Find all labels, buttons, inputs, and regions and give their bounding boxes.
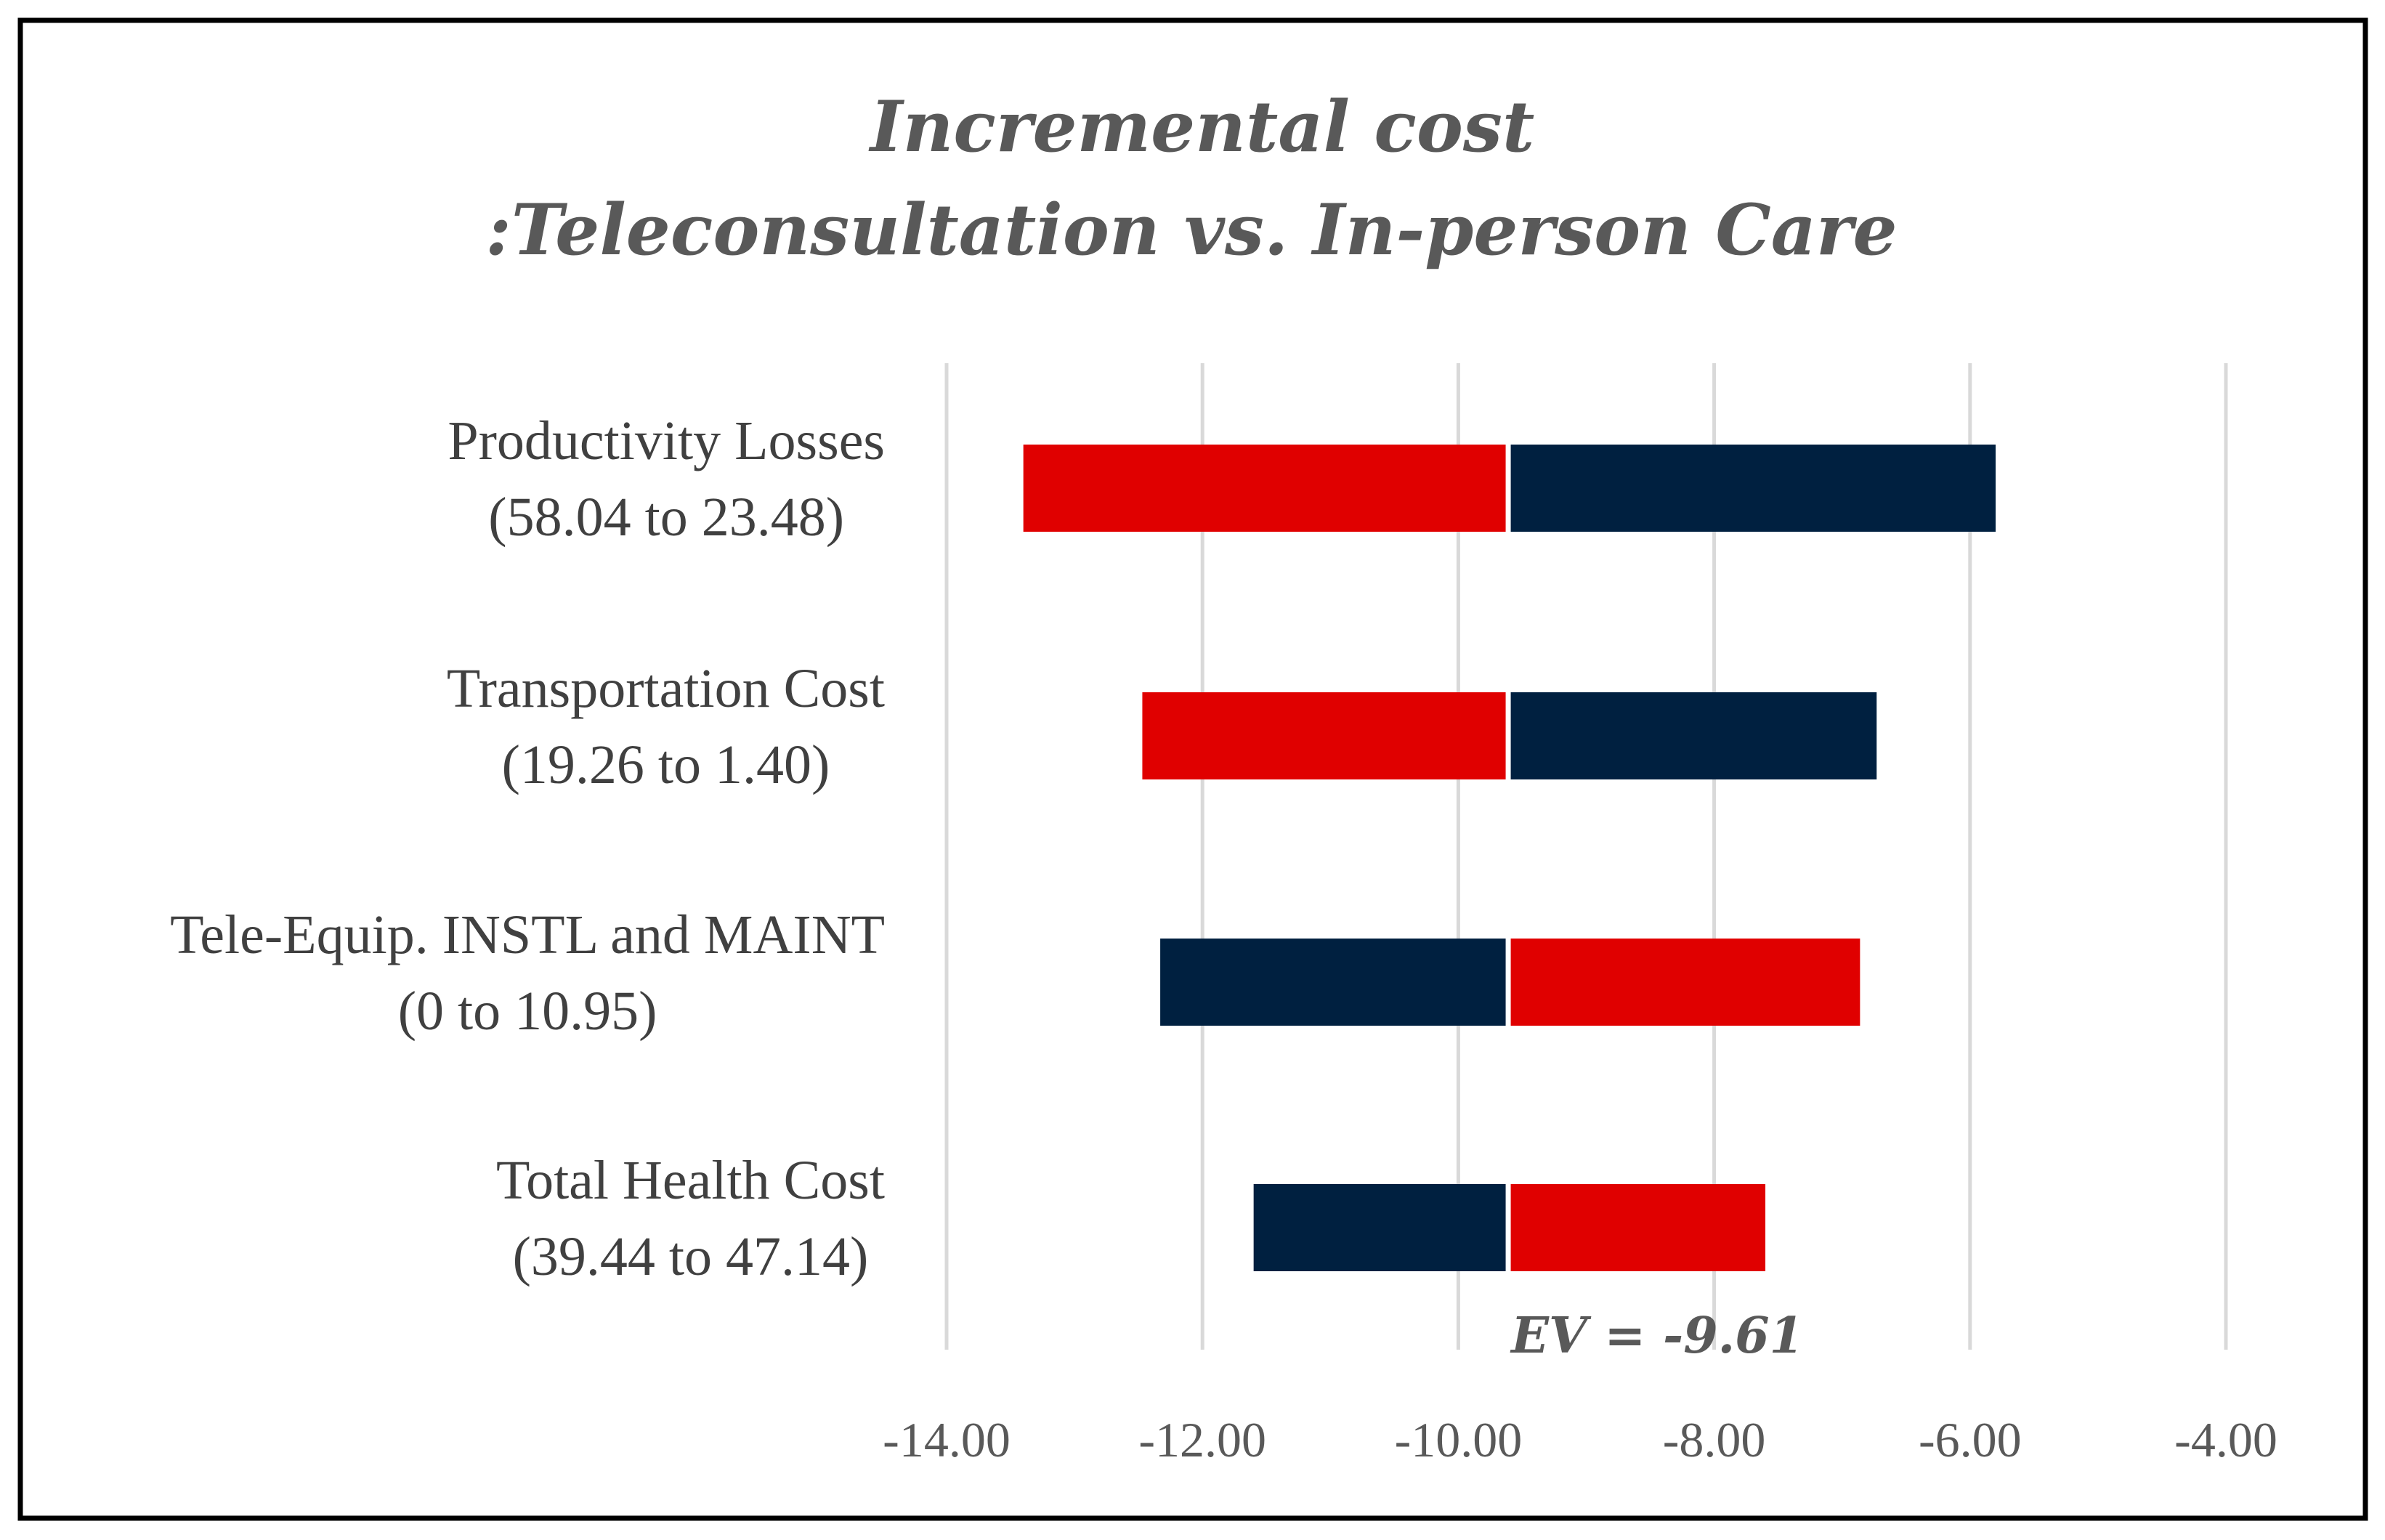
x-tick-label-0: -14.00 — [883, 1412, 1011, 1467]
category-name-2: Tele-Equip. INSTL and MAINT — [170, 904, 885, 965]
chart-title-line-2: :Teleconsultation vs. In-person Care — [485, 189, 1897, 271]
bar-left-1 — [1142, 692, 1509, 779]
category-labels: Productivity Losses (58.04 to 23.48) Trans… — [170, 410, 885, 1287]
x-tick-label-3: -8.00 — [1663, 1412, 1766, 1467]
category-range-1: (19.26 to 1.40) — [502, 734, 830, 795]
bar-right-2 — [1508, 939, 1860, 1026]
bar-right-0 — [1508, 445, 1996, 532]
x-tick-label-2: -10.00 — [1395, 1412, 1523, 1467]
expected-value-marker: EV = -9.61 — [1505, 429, 1804, 1365]
category-range-0: (58.04 to 23.48) — [488, 487, 844, 548]
bars — [1023, 445, 1996, 1271]
category-name-0: Productivity Losses — [448, 410, 885, 471]
x-tick-label-5: -4.00 — [2174, 1412, 2277, 1467]
chart-title-line-1: Incremental cost — [868, 86, 1535, 168]
bar-right-3 — [1508, 1184, 1766, 1271]
x-tick-label-4: -6.00 — [1919, 1412, 2022, 1467]
category-name-1: Transportation Cost — [447, 658, 885, 719]
x-axis-ticks: -14.00 -12.00 -10.00 -8.00 -6.00 -4.00 — [883, 1412, 2277, 1467]
category-range-3: (39.44 to 47.14) — [513, 1226, 869, 1287]
bar-left-2 — [1160, 939, 1509, 1026]
category-range-2: (0 to 10.95) — [398, 981, 657, 1042]
category-name-3: Total Health Cost — [496, 1150, 885, 1211]
bar-right-1 — [1508, 692, 1877, 779]
ev-label: EV = -9.61 — [1510, 1307, 1804, 1365]
bar-left-0 — [1023, 445, 1509, 532]
x-tick-label-1: -12.00 — [1138, 1412, 1266, 1467]
bar-left-3 — [1253, 1184, 1509, 1271]
